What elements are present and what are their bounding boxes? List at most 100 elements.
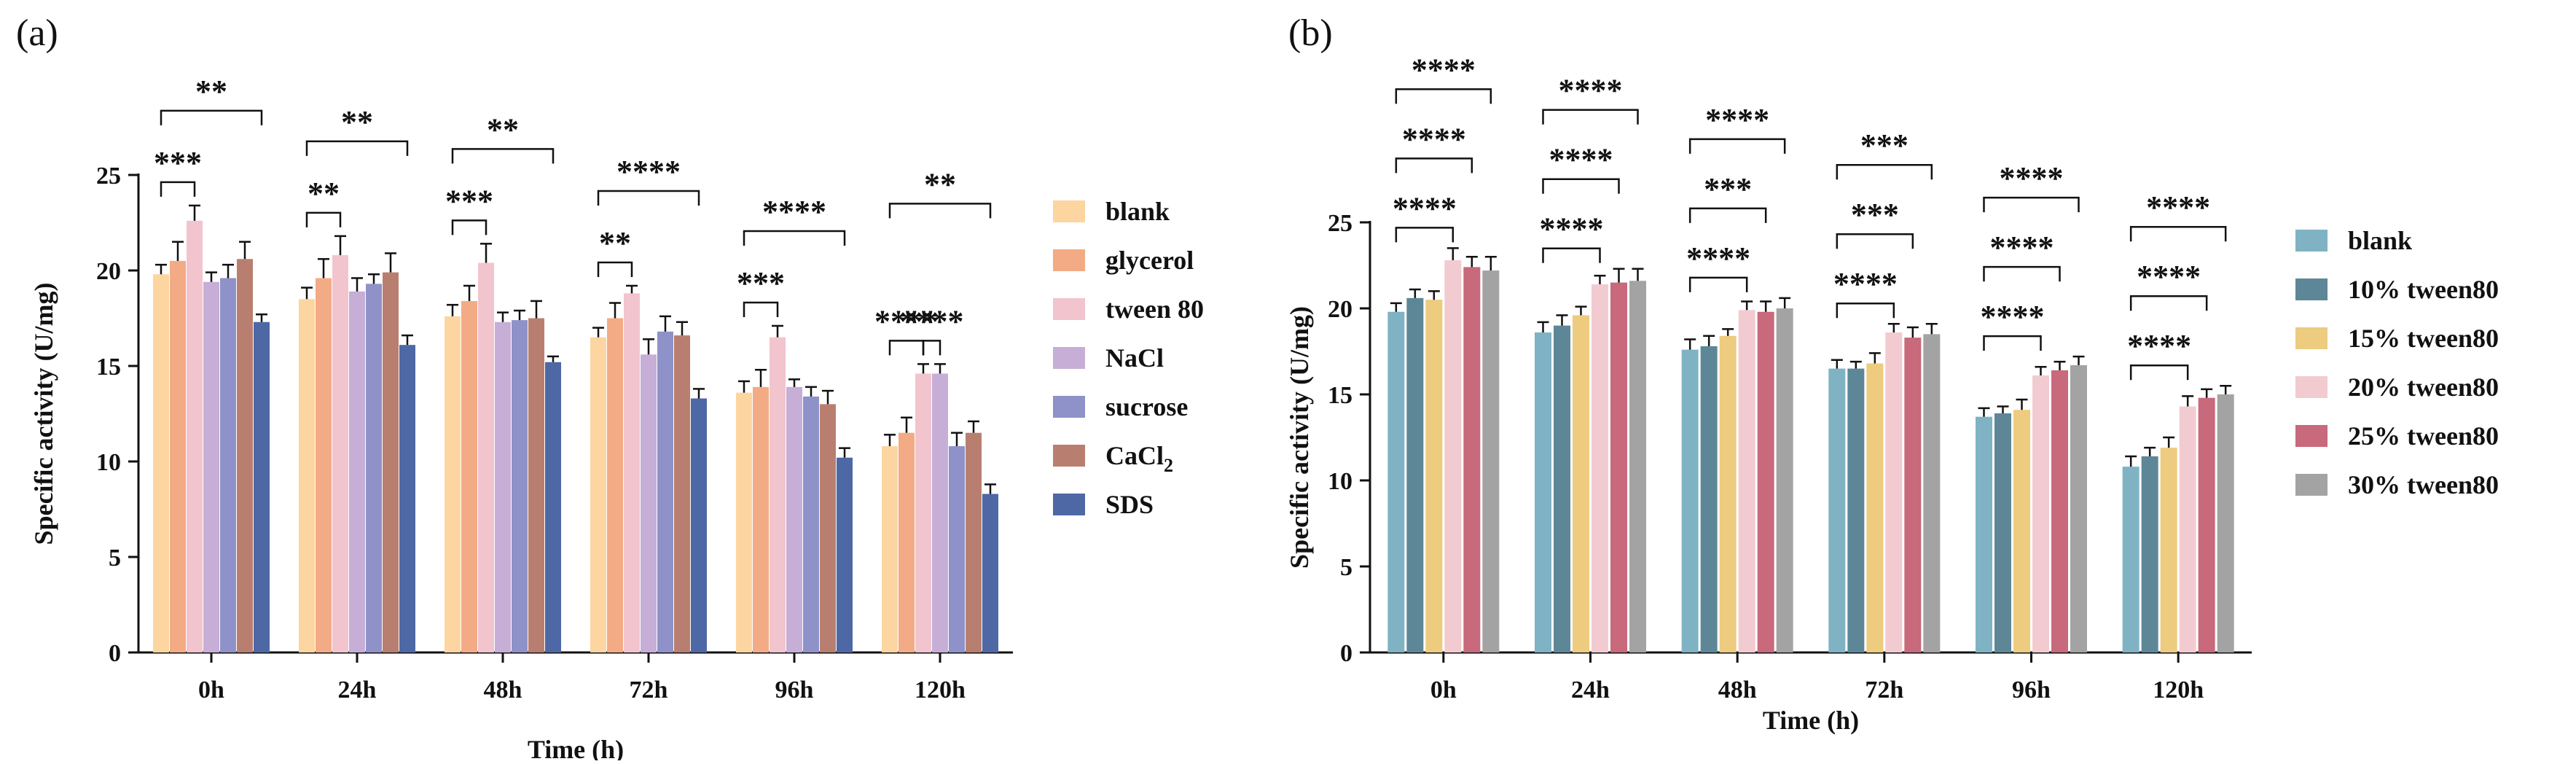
bar <box>932 373 948 652</box>
significance-label: **** <box>1833 266 1898 302</box>
bar <box>399 345 415 652</box>
bar <box>1700 346 1718 652</box>
significance-label: **** <box>1412 52 1476 87</box>
bar <box>237 259 253 652</box>
bar <box>478 262 494 652</box>
significance-bracket <box>1836 233 1914 249</box>
significance-bracket <box>305 140 409 156</box>
y-tick-label: 15 <box>96 354 121 381</box>
bar <box>495 321 511 652</box>
significance-bracket <box>1542 178 1620 194</box>
x-axis-label: Time (h) <box>528 735 624 760</box>
significance-label: *** <box>1851 197 1899 233</box>
significance-bracket <box>160 109 263 125</box>
bar <box>2122 467 2140 652</box>
bar <box>1387 311 1405 652</box>
significance-label: **** <box>1540 211 1604 247</box>
legend-label-subscript: 2 <box>1164 455 1173 476</box>
legend-swatch <box>2295 425 2328 447</box>
bar <box>445 316 461 652</box>
significance-bracket <box>1688 207 1767 223</box>
bar <box>1535 332 1551 652</box>
bar <box>1976 416 1992 652</box>
bar <box>1592 284 1608 652</box>
legend-label: blank <box>2348 226 2412 255</box>
significance-bracket <box>1836 302 1895 319</box>
bar <box>624 293 640 652</box>
y-axis-label: Specific activity (U/mg) <box>1285 306 1314 569</box>
y-tick-label: 25 <box>1328 210 1352 237</box>
legend-label-text: blank <box>2348 226 2412 255</box>
legend-label-text: tween 80 <box>1105 295 1204 324</box>
significance-label: **** <box>616 154 681 190</box>
bar <box>949 446 965 652</box>
legend-swatch <box>2295 474 2328 496</box>
legend-label: 25% tween80 <box>2348 421 2499 451</box>
panel-label: (b) <box>1288 12 1333 54</box>
bar <box>528 318 544 652</box>
x-tick-label: 24h <box>1571 677 1610 703</box>
significance-bracket <box>888 340 925 356</box>
x-tick-label: 120h <box>915 677 966 703</box>
significance-label: **** <box>2000 160 2064 196</box>
legend-swatch <box>1053 298 1085 320</box>
bar <box>1738 310 1755 652</box>
legend-label: SDS <box>1105 490 1154 519</box>
bar <box>1681 349 1699 652</box>
bar <box>691 398 707 652</box>
significance-bracket <box>2129 364 2189 381</box>
bar <box>1629 281 1646 652</box>
bar <box>1425 300 1443 652</box>
legend-label: NaCl <box>1105 343 1164 373</box>
x-tick-label: 120h <box>2153 677 2204 703</box>
bar <box>674 335 690 652</box>
significance-label: *** <box>1704 171 1752 207</box>
y-tick-label: 20 <box>1328 296 1352 323</box>
x-axis-label: Time (h) <box>1763 706 1859 735</box>
bar <box>899 432 915 652</box>
panel-a: (a) 0 5 10 15 20 25 0h 24h 48h 72h 96h 120h Specific … <box>16 12 1204 764</box>
significance-label: **** <box>900 303 964 339</box>
legend-swatch <box>1053 494 1085 515</box>
significance-label: *** <box>154 145 202 181</box>
bar <box>2198 397 2215 652</box>
legend-label: sucrose <box>1105 392 1188 421</box>
significance-label: *** <box>1860 128 1908 163</box>
significance-label: **** <box>1686 241 1750 276</box>
significance-bracket <box>2129 295 2208 311</box>
y-tick-label: 0 <box>109 640 121 667</box>
y-tick-label: 20 <box>96 258 121 285</box>
significance-bracket <box>451 219 488 235</box>
significance-bracket <box>1983 265 2061 282</box>
y-tick-label: 5 <box>109 545 121 572</box>
bar <box>2179 406 2196 652</box>
significance-bracket <box>1836 163 1933 180</box>
bar <box>316 278 332 653</box>
significance-bracket <box>451 148 555 164</box>
significance-label: **** <box>1393 190 1457 226</box>
bar <box>882 446 898 652</box>
legend-label-text: CaCl <box>1105 441 1164 470</box>
bar <box>332 255 348 652</box>
significance-bracket <box>922 340 941 356</box>
bar <box>915 373 931 652</box>
bar <box>1554 325 1570 652</box>
significance-bracket <box>1395 227 1455 243</box>
bar <box>1828 368 1846 652</box>
legend-swatch <box>1053 249 1085 271</box>
x-tick-label: 48h <box>484 677 522 703</box>
bar <box>982 494 998 652</box>
bar <box>170 260 186 652</box>
significance-bracket <box>1395 88 1492 104</box>
significance-bracket <box>597 261 633 277</box>
legend-label: 15% tween80 <box>2348 324 2499 353</box>
panel-label: (a) <box>16 12 58 54</box>
x-tick-label: 72h <box>630 677 668 703</box>
significance-label: ** <box>341 104 373 140</box>
significance-label: **** <box>1705 102 1769 138</box>
significance-bracket <box>1542 109 1639 125</box>
bar <box>366 284 382 652</box>
significance-bracket <box>1983 335 2042 351</box>
bar <box>1994 413 2011 652</box>
